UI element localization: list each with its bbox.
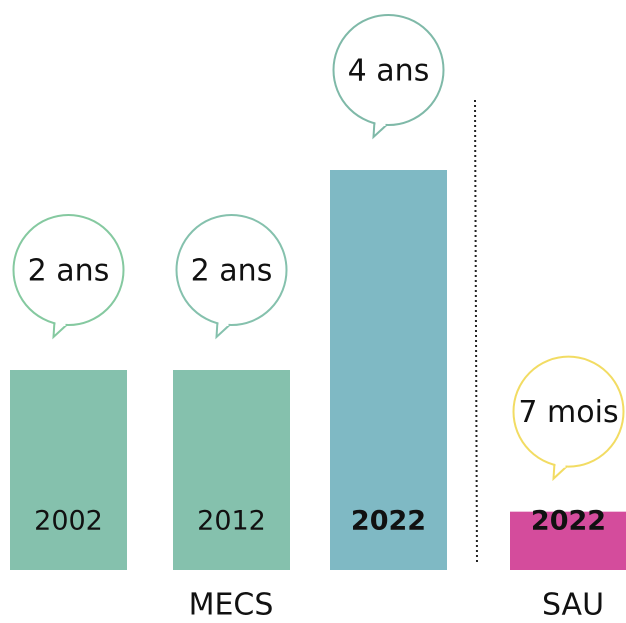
category-label: 2022 — [531, 506, 606, 537]
bubble-tail-cover — [218, 321, 229, 326]
bubble-tail-cover — [375, 121, 386, 126]
divider — [474, 99, 478, 566]
bubble-tail-cover — [55, 321, 66, 326]
value-label: 7 mois — [518, 395, 618, 430]
group-label: SAU — [542, 588, 604, 623]
category-label: 2002 — [34, 506, 103, 537]
category-label: 2012 — [197, 506, 266, 537]
group-label: MECS — [189, 588, 274, 623]
bubble — [332, 14, 445, 126]
bar — [510, 511, 626, 570]
category-label: 2022 — [351, 506, 426, 537]
bar — [173, 370, 290, 570]
value-label: 2 ans — [191, 254, 273, 289]
bar — [10, 370, 127, 570]
value-label: 4 ans — [348, 54, 430, 89]
value-label: 2 ans — [28, 254, 110, 289]
bubble-tail-cover — [555, 462, 566, 468]
bubble — [175, 214, 288, 326]
bubble — [12, 214, 125, 326]
bubble — [512, 355, 625, 468]
bar — [330, 170, 447, 570]
